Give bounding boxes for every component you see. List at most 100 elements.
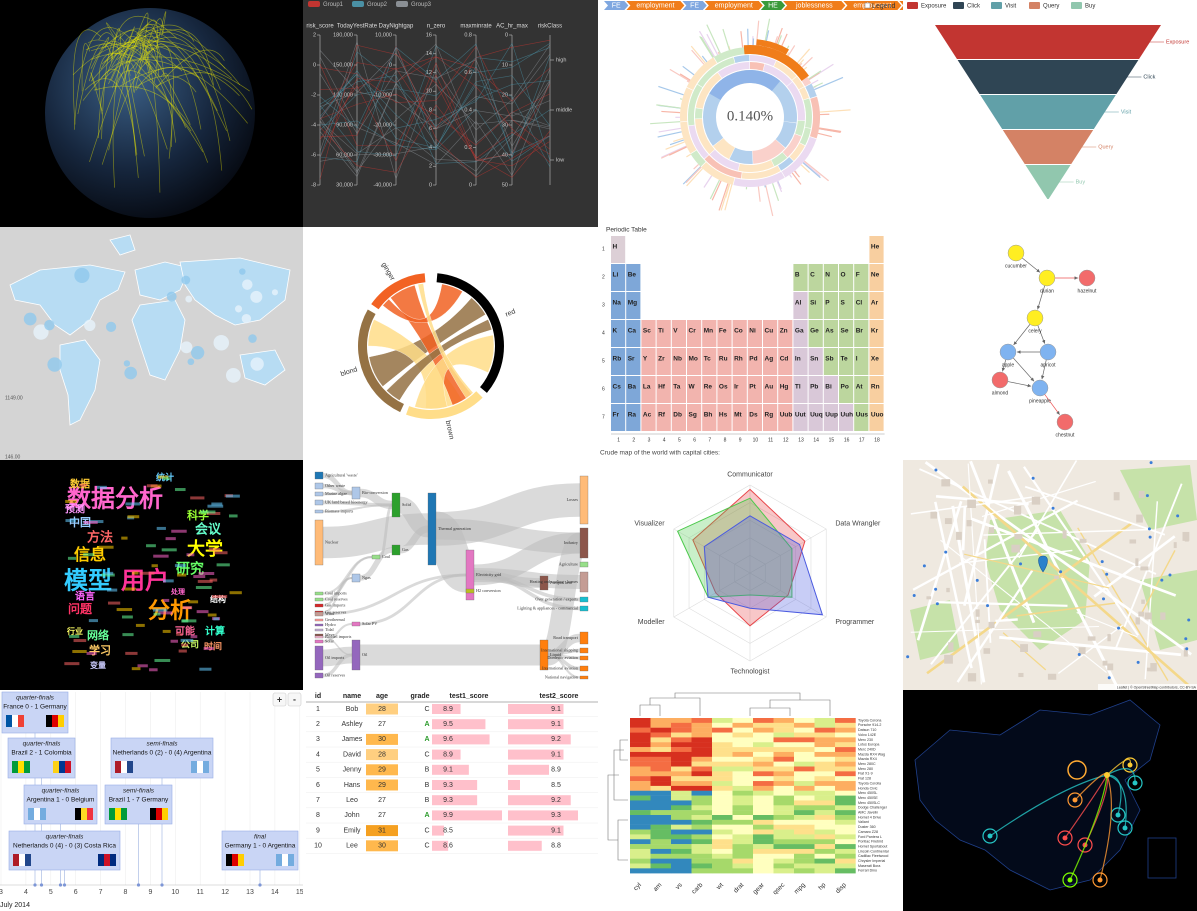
element-cell[interactable] [869, 292, 884, 319]
element-cell[interactable] [839, 292, 854, 319]
element-cell[interactable] [687, 404, 702, 431]
element-cell[interactable] [763, 348, 778, 375]
node[interactable] [1078, 269, 1096, 287]
element-cell[interactable] [702, 404, 717, 431]
element-cell[interactable] [611, 376, 626, 403]
node[interactable] [1038, 269, 1056, 287]
element-cell[interactable] [747, 320, 762, 347]
element-cell[interactable] [839, 264, 854, 291]
element-cell[interactable] [763, 320, 778, 347]
element-cell[interactable] [808, 404, 823, 431]
element-cell[interactable] [793, 376, 808, 403]
element-cell[interactable] [763, 404, 778, 431]
element-cell[interactable] [702, 348, 717, 375]
element-cell[interactable] [823, 292, 838, 319]
legend-checkbox[interactable] [864, 2, 871, 9]
element-cell[interactable] [823, 404, 838, 431]
element-cell[interactable] [823, 264, 838, 291]
element-cell[interactable] [656, 348, 671, 375]
element-cell[interactable] [717, 404, 732, 431]
element-cell[interactable] [793, 264, 808, 291]
marker[interactable] [1038, 555, 1048, 573]
element-cell[interactable] [732, 376, 747, 403]
element-cell[interactable] [793, 404, 808, 431]
element-cell[interactable] [854, 376, 869, 403]
node[interactable] [1039, 343, 1057, 361]
element-cell[interactable] [808, 376, 823, 403]
element-cell[interactable] [854, 320, 869, 347]
element-cell[interactable] [687, 320, 702, 347]
element-cell[interactable] [641, 320, 656, 347]
element-cell[interactable] [763, 376, 778, 403]
element-cell[interactable] [611, 348, 626, 375]
element-cell[interactable] [869, 264, 884, 291]
element-cell[interactable] [687, 376, 702, 403]
element-cell[interactable] [641, 348, 656, 375]
element-cell[interactable] [671, 376, 686, 403]
element-cell[interactable] [823, 376, 838, 403]
element-cell[interactable] [839, 348, 854, 375]
element-cell[interactable] [839, 404, 854, 431]
element-cell[interactable] [702, 320, 717, 347]
element-cell[interactable] [823, 320, 838, 347]
element-cell[interactable] [717, 376, 732, 403]
element-cell[interactable] [641, 404, 656, 431]
element-cell[interactable] [732, 348, 747, 375]
element-cell[interactable] [808, 292, 823, 319]
element-cell[interactable] [641, 376, 656, 403]
element-cell[interactable] [671, 348, 686, 375]
element-cell[interactable] [747, 376, 762, 403]
element-cell[interactable] [626, 376, 641, 403]
element-cell[interactable] [793, 348, 808, 375]
element-cell[interactable] [869, 404, 884, 431]
node[interactable] [999, 343, 1017, 361]
element-cell[interactable] [854, 404, 869, 431]
element-cell[interactable] [854, 264, 869, 291]
element-cell[interactable] [656, 376, 671, 403]
element-cell[interactable] [839, 320, 854, 347]
element-cell[interactable] [854, 348, 869, 375]
element-cell[interactable] [687, 348, 702, 375]
element-cell[interactable] [823, 348, 838, 375]
element-cell[interactable] [732, 320, 747, 347]
element-cell[interactable] [747, 348, 762, 375]
element-cell[interactable] [656, 404, 671, 431]
element-cell[interactable] [778, 376, 793, 403]
zoom-button[interactable] [287, 692, 302, 707]
element-cell[interactable] [839, 376, 854, 403]
element-cell[interactable] [626, 264, 641, 291]
node[interactable] [991, 371, 1009, 389]
element-cell[interactable] [611, 320, 626, 347]
element-cell[interactable] [778, 404, 793, 431]
element-cell[interactable] [717, 320, 732, 347]
element-cell[interactable] [778, 320, 793, 347]
element-cell[interactable] [611, 264, 626, 291]
element-cell[interactable] [626, 404, 641, 431]
element-cell[interactable] [869, 236, 884, 263]
element-cell[interactable] [732, 404, 747, 431]
element-cell[interactable] [778, 348, 793, 375]
element-cell[interactable] [611, 236, 626, 263]
element-cell[interactable] [702, 376, 717, 403]
element-cell[interactable] [717, 348, 732, 375]
element-cell[interactable] [793, 292, 808, 319]
element-cell[interactable] [808, 320, 823, 347]
element-cell[interactable] [793, 320, 808, 347]
element-cell[interactable] [869, 320, 884, 347]
node[interactable] [1026, 309, 1044, 327]
element-cell[interactable] [656, 320, 671, 347]
element-cell[interactable] [626, 320, 641, 347]
zoom-button[interactable] [272, 692, 287, 707]
element-cell[interactable] [611, 404, 626, 431]
element-cell[interactable] [869, 376, 884, 403]
element-cell[interactable] [747, 404, 762, 431]
element-cell[interactable] [854, 292, 869, 319]
element-cell[interactable] [808, 348, 823, 375]
element-cell[interactable] [611, 292, 626, 319]
node[interactable] [1007, 244, 1025, 262]
element-cell[interactable] [626, 348, 641, 375]
element-cell[interactable] [808, 264, 823, 291]
element-cell[interactable] [671, 404, 686, 431]
element-cell[interactable] [626, 292, 641, 319]
node[interactable] [1031, 379, 1049, 397]
